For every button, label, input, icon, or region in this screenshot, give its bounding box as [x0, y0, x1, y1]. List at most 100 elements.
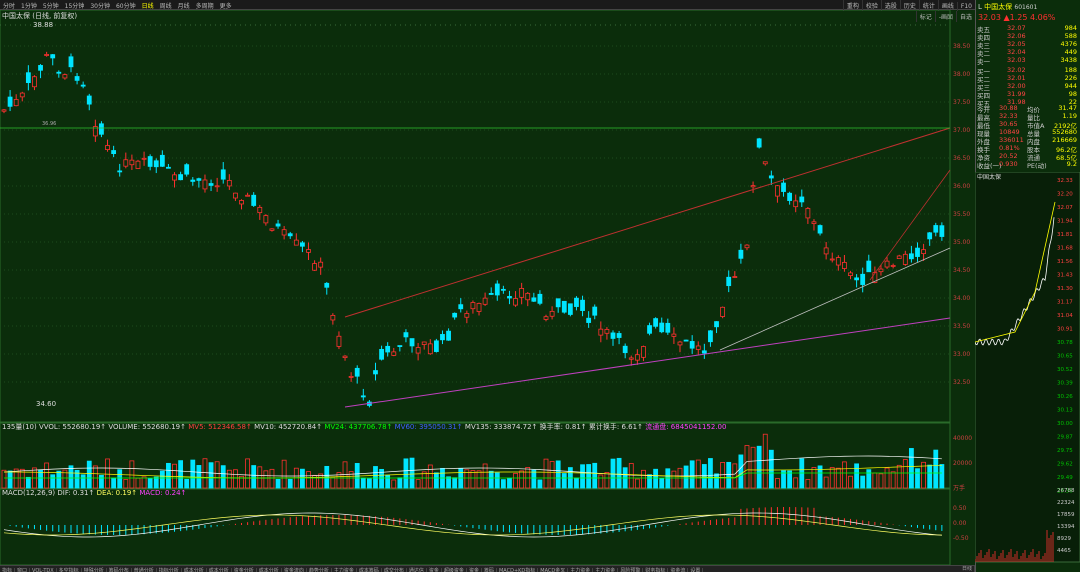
indicator-tab[interactable]: VOL-TDX [30, 568, 57, 572]
toolbar-button[interactable]: 选股 [880, 0, 900, 11]
toolbar-button[interactable]: 自选 [955, 11, 975, 22]
mini-price-tick: 29.87 [1057, 435, 1073, 441]
candle-body [56, 71, 62, 74]
candle-body [159, 154, 165, 167]
volume-bar [793, 477, 799, 489]
indicator-tab[interactable]: 筹码 [482, 568, 497, 572]
indicator-tab[interactable]: 成交分布 [382, 568, 407, 572]
candle-body [744, 244, 750, 249]
candle-body [452, 312, 458, 318]
volume-bar [403, 458, 409, 489]
volume-ma5 [3, 455, 942, 477]
volume-bar [190, 459, 196, 489]
indicator-tab[interactable]: 设置 [688, 568, 704, 572]
mini-price-tick: 30.00 [1057, 421, 1073, 427]
indicator-tab[interactable]: 指标 [0, 568, 16, 572]
indicator-tab[interactable]: 普通分析 [132, 568, 157, 572]
volume-bar [111, 477, 117, 489]
indicator-tab[interactable]: 成本分析 [207, 568, 232, 572]
toolbar-button[interactable]: 统计 [918, 0, 938, 11]
period-tab[interactable]: 分时 [3, 3, 16, 10]
volume-bar [379, 468, 384, 489]
indicator-tab[interactable]: 资金 [467, 568, 482, 572]
candle-body [446, 330, 451, 341]
volume-bar [744, 445, 750, 489]
indicator-tab[interactable]: 窗口 [15, 568, 31, 572]
indicator-tab[interactable]: 主力资金 [593, 568, 619, 572]
indicator-tab[interactable]: 主力资金 [568, 568, 594, 572]
indicator-tab[interactable]: 趋势分析 [307, 568, 332, 572]
period-tab[interactable]: 1分钟 [21, 3, 37, 10]
volume-bar [671, 470, 677, 489]
period-tab[interactable]: 5分钟 [42, 3, 59, 10]
period-tab[interactable]: 多周期 [195, 3, 214, 10]
candle-body [318, 261, 324, 268]
ask-row: 卖二 32.04 449 [977, 48, 1077, 58]
indicator-tab[interactable]: 成本筹码 [357, 568, 382, 572]
toolbar-button[interactable]: 重构 [842, 0, 862, 11]
toolbar-button[interactable]: 画线 [937, 0, 957, 11]
indicator-tab[interactable]: 指标分析 [157, 568, 182, 572]
trendline-support [719, 247, 951, 351]
volume-bar [330, 476, 336, 489]
intraday-chart[interactable]: 32.33 32.20 32.07 31.94 31.81 31.68 31.56 31.43… [975, 172, 1080, 572]
toolbar-button[interactable]: F10 [956, 2, 975, 11]
indicator-tab[interactable]: 成本分析 [182, 568, 207, 572]
indicator-tab[interactable]: 资金 [427, 568, 442, 572]
volume-bar [62, 469, 68, 489]
candle-body [141, 157, 147, 160]
period-tab[interactable]: 周线 [159, 3, 172, 10]
candle-body [622, 345, 628, 354]
indicator-tab[interactable]: 超级资金 [442, 568, 467, 572]
indicator-tab[interactable]: MACD金叉 [538, 568, 569, 572]
toolbar-button[interactable]: 校验 [861, 0, 881, 11]
indicator-tab[interactable]: 风险预警 [618, 568, 644, 572]
candle-body [561, 300, 567, 313]
volume-bar [360, 477, 366, 489]
candle-body [147, 156, 153, 167]
period-tab[interactable]: 日线 [141, 3, 154, 10]
indicator-tab[interactable]: 资金分析 [232, 568, 257, 572]
toolbar-button[interactable]: -画面 [934, 11, 956, 22]
candle-body [269, 228, 275, 231]
toolbar-button[interactable]: 历史 [899, 0, 919, 11]
volume-bar [50, 474, 56, 489]
period-tab[interactable]: 60分钟 [115, 3, 136, 10]
volume-bar [902, 459, 908, 489]
indicator-tab[interactable]: 多空指标 [57, 568, 82, 572]
indicator-tab[interactable]: MACD+KD指标 [497, 568, 539, 572]
volume-bar [7, 470, 13, 489]
candle-body [768, 175, 774, 179]
volume-bar [38, 469, 43, 489]
volume-bar [811, 467, 817, 489]
indicator-tab[interactable]: 筹码分布 [107, 568, 132, 572]
indicator-tab[interactable]: 成本分析 [257, 568, 282, 572]
indicator-tab[interactable]: 通达信 [407, 568, 427, 572]
indicator-tab[interactable]: 特殊分析 [82, 568, 107, 572]
mini-price-tick: 30.26 [1057, 394, 1073, 400]
volume-bar [86, 460, 92, 489]
period-tab[interactable]: 15分钟 [64, 3, 85, 10]
indicator-tab[interactable]: 主力资金 [332, 568, 357, 572]
period-tab[interactable]: 月线 [177, 3, 190, 10]
candle-body [1, 109, 7, 112]
mini-price-tick: 29.62 [1057, 462, 1073, 468]
period-tab[interactable]: 更多 [219, 3, 232, 10]
kline-chart[interactable]: 38.50 38.00 37.50 37.00 36.50 36.00 35.50 35.00… [0, 10, 975, 565]
period-indicator[interactable]: 日线 [960, 566, 975, 572]
indicator-tab[interactable]: 财务指标 [643, 568, 669, 572]
toolbar-button[interactable]: 标记 [915, 11, 935, 22]
volume-bar [208, 462, 214, 489]
price-panel [0, 10, 951, 423]
indicator-tab[interactable]: 资金流 [668, 568, 689, 572]
candle-body [153, 160, 159, 168]
volume-bar [421, 471, 427, 489]
candle-body [123, 159, 129, 167]
volume-bar [427, 464, 433, 489]
candle-body [842, 261, 847, 269]
period-tab[interactable]: 30分钟 [90, 3, 110, 10]
indicator-tab[interactable]: 资金流向 [282, 568, 307, 572]
candle-body [74, 76, 80, 81]
candle-body [799, 196, 805, 203]
mini-price-tick: 30.39 [1057, 381, 1073, 387]
